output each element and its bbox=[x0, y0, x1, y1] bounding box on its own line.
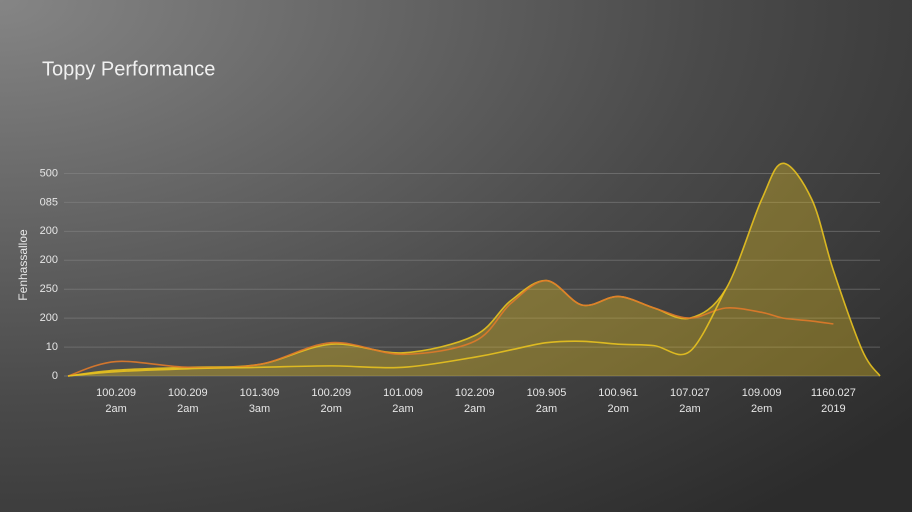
y-tick-label: 085 bbox=[40, 196, 58, 208]
x-tick-sublabel: 3am bbox=[249, 403, 270, 415]
area-fill bbox=[68, 163, 880, 376]
x-tick-label: 100.209 bbox=[96, 387, 136, 399]
x-tick-label: 101.009 bbox=[383, 387, 423, 399]
series-line bbox=[67, 279, 834, 377]
x-tick-sublabel: 2am bbox=[177, 403, 198, 415]
x-tick-label: 100.961 bbox=[598, 387, 638, 399]
x-tick-label: 107.027 bbox=[670, 387, 710, 399]
x-tick-sublabel: 2am bbox=[105, 403, 126, 415]
x-tick-label: 1160.027 bbox=[811, 387, 856, 399]
y-tick-label: 500 bbox=[40, 167, 58, 179]
y-tick-label: 250 bbox=[40, 283, 58, 295]
y-tick-label: 200 bbox=[40, 254, 58, 266]
x-tick-label: 101.309 bbox=[240, 387, 280, 399]
x-tick-sublabel: 2am bbox=[536, 403, 557, 415]
x-tick-sublabel: 2om bbox=[321, 403, 342, 415]
x-tick-sublabel: 2am bbox=[679, 403, 700, 415]
x-tick-sublabel: 2em bbox=[751, 403, 772, 415]
y-tick-label: 200 bbox=[40, 312, 58, 324]
x-tick-sublabel: 2om bbox=[607, 403, 628, 415]
x-tick-label: 100.209 bbox=[168, 387, 208, 399]
chart-title: Toppy Performance bbox=[42, 58, 215, 80]
y-tick-label: 200 bbox=[40, 225, 58, 237]
series-line bbox=[67, 288, 727, 377]
x-tick-sublabel: 2am bbox=[464, 403, 485, 415]
y-axis-label: Fenhassalloe bbox=[16, 229, 30, 301]
x-tick-label: 109.905 bbox=[527, 387, 567, 399]
x-tick-sublabel: 2019 bbox=[821, 403, 845, 415]
y-tick-label: 0 bbox=[52, 370, 58, 382]
x-tick-sublabel: 2am bbox=[392, 403, 413, 415]
x-tick-label: 100.209 bbox=[311, 387, 351, 399]
x-tick-label: 109.009 bbox=[742, 387, 782, 399]
y-tick-label: 10 bbox=[46, 341, 58, 353]
x-tick-label: 102.209 bbox=[455, 387, 495, 399]
